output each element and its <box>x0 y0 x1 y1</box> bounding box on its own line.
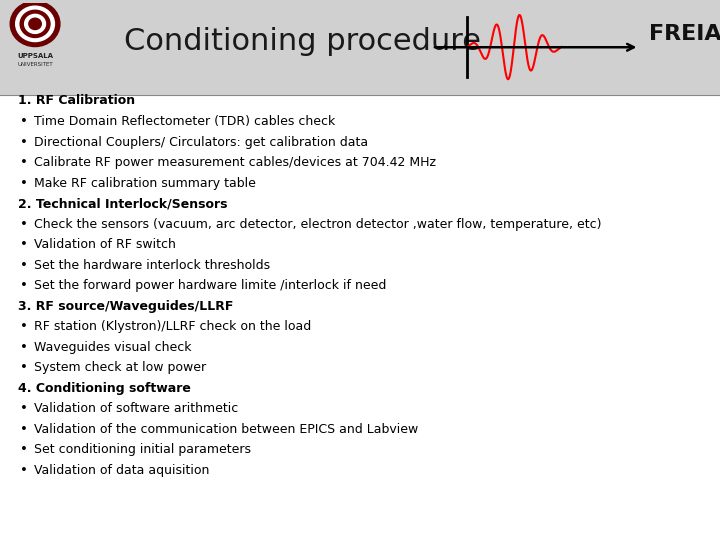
Text: Validation of RF switch: Validation of RF switch <box>34 238 176 251</box>
Text: Make RF calibration summary table: Make RF calibration summary table <box>34 177 256 190</box>
Circle shape <box>16 6 55 42</box>
Text: Validation of software arithmetic: Validation of software arithmetic <box>34 402 238 415</box>
Text: Set conditioning initial parameters: Set conditioning initial parameters <box>34 443 251 456</box>
Text: •: • <box>20 423 28 436</box>
Text: 1. RF Calibration: 1. RF Calibration <box>18 94 135 107</box>
Circle shape <box>29 18 41 30</box>
Text: •: • <box>20 341 28 354</box>
Text: Set the hardware interlock thresholds: Set the hardware interlock thresholds <box>34 259 270 272</box>
Circle shape <box>20 10 50 37</box>
Text: •: • <box>20 177 28 190</box>
Text: Validation of data aquisition: Validation of data aquisition <box>34 464 210 477</box>
Text: •: • <box>20 259 28 272</box>
Circle shape <box>24 15 45 33</box>
Text: Waveguides visual check: Waveguides visual check <box>34 341 192 354</box>
Text: •: • <box>20 279 28 292</box>
Text: •: • <box>20 238 28 251</box>
Text: •: • <box>20 136 28 148</box>
Text: Calibrate RF power measurement cables/devices at 704.42 MHz: Calibrate RF power measurement cables/de… <box>34 156 436 169</box>
Text: •: • <box>20 443 28 456</box>
Text: Directional Couplers/ Circulators: get calibration data: Directional Couplers/ Circulators: get c… <box>34 136 368 148</box>
Text: UNIVERSITET: UNIVERSITET <box>17 62 53 67</box>
Text: •: • <box>20 156 28 169</box>
Text: Set the forward power hardware limite /interlock if need: Set the forward power hardware limite /i… <box>34 279 386 292</box>
Circle shape <box>10 1 60 46</box>
Text: Conditioning procedure: Conditioning procedure <box>124 28 481 56</box>
Text: 2. Technical Interlock/Sensors: 2. Technical Interlock/Sensors <box>18 197 228 210</box>
Text: Check the sensors (vacuum, arc detector, electron detector ,water flow, temperat: Check the sensors (vacuum, arc detector,… <box>34 218 601 231</box>
Text: •: • <box>20 464 28 477</box>
Bar <box>0 0 720 94</box>
Text: •: • <box>20 320 28 333</box>
Text: Validation of the communication between EPICS and Labview: Validation of the communication between … <box>34 423 418 436</box>
Text: RF station (Klystron)/LLRF check on the load: RF station (Klystron)/LLRF check on the … <box>34 320 311 333</box>
Text: 4. Conditioning software: 4. Conditioning software <box>18 382 191 395</box>
Text: •: • <box>20 361 28 374</box>
Text: •: • <box>20 115 28 128</box>
Text: •: • <box>20 218 28 231</box>
Text: UPPSALA: UPPSALA <box>17 52 53 59</box>
Text: FREIA: FREIA <box>649 24 720 44</box>
Text: System check at low power: System check at low power <box>34 361 206 374</box>
Text: Time Domain Reflectometer (TDR) cables check: Time Domain Reflectometer (TDR) cables c… <box>34 115 335 128</box>
Text: •: • <box>20 402 28 415</box>
Text: 3. RF source/Waveguides/LLRF: 3. RF source/Waveguides/LLRF <box>18 300 233 313</box>
